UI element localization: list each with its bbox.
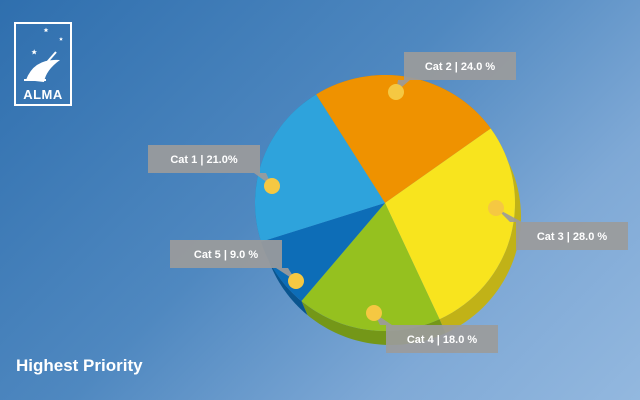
antenna-icon (24, 27, 63, 82)
label-box-4 (170, 240, 282, 268)
pie-slice-2 (385, 128, 515, 320)
pie-slice-3 (301, 203, 440, 331)
slice-label-1: Cat 2 | 24.0 % (425, 61, 496, 73)
label-box-3 (386, 325, 498, 353)
pie-slice-5 (255, 94, 385, 242)
footer-title: Highest Priority (16, 356, 143, 375)
pie-depth-4 (261, 241, 308, 316)
pie-depth-2 (439, 128, 521, 334)
label-box-1 (404, 52, 516, 80)
slice-label-5: Cat 1 | 21.0% (170, 154, 237, 166)
slice-marker-3 (366, 305, 382, 321)
slice-label-2: Cat 3 | 28.0 % (537, 231, 608, 243)
slice-marker-4 (288, 273, 304, 289)
pie-slices (255, 75, 515, 331)
slice-marker-5 (264, 178, 280, 194)
alma-logo: ALMA (14, 22, 72, 106)
label-box-5 (148, 145, 260, 173)
pie-slice-1 (316, 75, 491, 203)
slice-marker-1 (388, 84, 404, 100)
pie-labels: Cat 2 | 24.0 % Cat 3 | 28.0 % Cat 4 | 18.0… (148, 52, 628, 353)
slice-label-3: Cat 4 | 18.0 % (407, 334, 478, 346)
logo-text: ALMA (23, 87, 63, 102)
slice-marker-2 (488, 200, 504, 216)
label-box-2 (516, 222, 628, 250)
slice-label-4: Cat 5 | 9.0 % (194, 249, 258, 261)
